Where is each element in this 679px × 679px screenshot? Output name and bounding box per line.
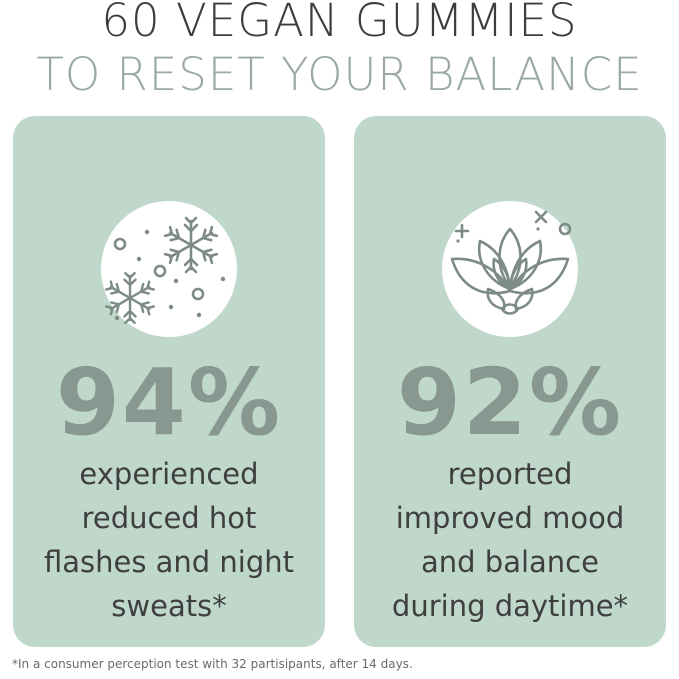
stat-description-line: reduced hot <box>81 501 257 535</box>
stat-description-line: sweats* <box>111 589 227 623</box>
snowflake-icon <box>104 216 226 325</box>
lotus-icon-badge <box>442 201 578 337</box>
headline-line-2: TO RESET YOUR BALANCE <box>36 48 643 101</box>
stat-description: reported improved mood and balance durin… <box>354 452 666 628</box>
stat-description: experienced reduced hot flashes and nigh… <box>13 452 325 628</box>
stat-description-line: and balance <box>421 545 599 579</box>
headline-line-1: 60 VEGAN GUMMIES <box>101 0 578 47</box>
stat-percentage: 94% <box>55 349 283 456</box>
benefit-card-hot-flashes: 94% experienced reduced hot flashes and … <box>13 116 325 647</box>
benefit-card-mood: 92% reported improved mood and balance d… <box>354 116 666 647</box>
stat-description-line: improved mood <box>395 501 625 535</box>
stat-description-line: reported <box>447 457 573 491</box>
stat-description-line: during daytime* <box>391 589 629 623</box>
stat-description-line: experienced <box>79 457 259 491</box>
stat-description-line: flashes and night <box>43 545 295 579</box>
footnote: *In a consumer perception test with 32 p… <box>12 657 413 671</box>
snowflake-icon-badge <box>101 201 237 337</box>
lotus-icon <box>450 210 572 315</box>
stat-percentage: 92% <box>396 349 624 456</box>
